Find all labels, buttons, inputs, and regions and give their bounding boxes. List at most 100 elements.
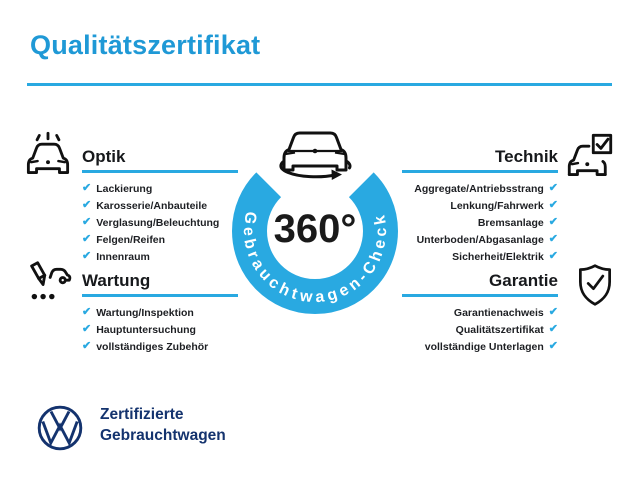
- checkbox-check: [595, 137, 610, 150]
- section-underline: [402, 294, 558, 297]
- checklist-item-label: Felgen/Reifen: [96, 233, 166, 246]
- check-icon: ✔: [548, 306, 558, 318]
- page-title: Qualitätszertifikat: [30, 30, 261, 60]
- checklist: Garantienachweis ✔ Qualitätszertifikat ✔ v…: [402, 304, 558, 355]
- shine-ray: [35, 134, 41, 142]
- check-icon: ✔: [548, 323, 558, 335]
- section-optik: Optik ✔ Lackierung ✔ Karosserie/Anbauteile…: [82, 146, 238, 265]
- car-rotate-icon: [279, 131, 352, 180]
- section-title: Technik: [495, 147, 558, 166]
- checklist-item: Qualitätszertifikat ✔: [402, 321, 558, 338]
- checklist-item-label: Verglasung/Beleuchtung: [96, 216, 220, 229]
- checklist: ✔ Wartung/Inspektion ✔ Hauptuntersuchung ✔…: [82, 304, 238, 355]
- pencil-checklist-icon: [30, 261, 72, 300]
- headlight-right: [334, 151, 345, 156]
- check-icon: ✔: [548, 340, 558, 352]
- checklist-item-label: Garantienachweis: [453, 306, 544, 319]
- checklist-item-label: vollständige Unterlagen: [424, 340, 544, 353]
- center-value: 360°: [274, 207, 357, 251]
- checklist-item: ✔ Lackierung: [82, 180, 238, 197]
- check-icon: ✔: [82, 306, 92, 318]
- checklist-item: vollständige Unterlagen ✔: [402, 338, 558, 355]
- dot: [40, 293, 46, 300]
- checklist-item: ✔ Felgen/Reifen: [82, 231, 238, 248]
- car-front-outline: [601, 160, 607, 176]
- pencil-tip: [37, 273, 47, 286]
- section-title: Wartung: [82, 271, 151, 290]
- title-underline: [27, 83, 612, 86]
- check-icon: ✔: [548, 233, 558, 245]
- headlight-left: [570, 161, 580, 166]
- check-icon: ✔: [82, 250, 92, 262]
- shield-outline: [579, 264, 611, 306]
- checklist-item: Garantienachweis ✔: [402, 304, 558, 321]
- car-side-outline: [48, 267, 72, 282]
- checklist-item-label: Karosserie/Anbauteile: [96, 199, 208, 212]
- section-garantie: Garantie Garantienachweis ✔ Qualitätszert…: [402, 270, 558, 355]
- section-underline: [82, 170, 238, 173]
- emblem-dot: [46, 160, 50, 165]
- footer-line2: Gebrauchtwagen: [100, 426, 226, 444]
- check-icon: ✔: [548, 199, 558, 211]
- shield-check: [586, 274, 605, 291]
- section-technik: Technik Aggregate/Antriebsstrang ✔ Lenkun…: [402, 146, 558, 265]
- check-icon: ✔: [82, 216, 92, 228]
- checklist-item: Unterboden/Abgasanlage ✔: [402, 231, 558, 248]
- rotate-arrow-head: [331, 169, 342, 180]
- section-underline: [402, 170, 558, 173]
- 360-check-badge: Gebrauchtwagen-Check 360°: [232, 131, 398, 315]
- checklist-item-label: Hauptuntersuchung: [96, 323, 196, 336]
- section-underline: [82, 294, 238, 297]
- checklist-item: ✔ Wartung/Inspektion: [82, 304, 238, 321]
- ring: [232, 172, 398, 315]
- check-icon: ✔: [82, 182, 92, 194]
- checklist-item: Bremsanlage ✔: [402, 214, 558, 231]
- car-checkbox-icon: [567, 133, 613, 176]
- car-front-outline: [26, 142, 70, 174]
- headlight-left: [29, 159, 39, 164]
- car-wheel: [58, 276, 67, 285]
- checklist-item: ✔ Karosserie/Anbauteile: [82, 197, 238, 214]
- footer-wordmark: Zertifizierte Gebrauchtwagen: [100, 405, 226, 446]
- headlight-left: [285, 151, 296, 156]
- checklist-item: ✔ Verglasung/Beleuchtung: [82, 214, 238, 231]
- checklist: ✔ Lackierung ✔ Karosserie/Anbauteile ✔ Verg…: [82, 180, 238, 265]
- checklist-item: Sicherheit/Elektrik ✔: [402, 248, 558, 265]
- section-title: Optik: [82, 147, 126, 166]
- check-icon: ✔: [82, 199, 92, 211]
- check-icon: ✔: [82, 340, 92, 352]
- checklist-item-label: Unterboden/Abgasanlage: [416, 233, 544, 246]
- vw-logo-icon: [37, 405, 83, 451]
- checklist-item-label: Lackierung: [96, 182, 153, 195]
- check-icon: ✔: [548, 250, 558, 262]
- check-icon: ✔: [548, 182, 558, 194]
- checklist-item-label: vollständiges Zubehör: [96, 340, 209, 353]
- dot: [49, 293, 55, 300]
- check-icon: ✔: [82, 233, 92, 245]
- checklist-item-label: Qualitätszertifikat: [455, 323, 544, 336]
- shield-check-icon: [579, 264, 611, 306]
- dot: [31, 293, 38, 300]
- shine-ray: [55, 134, 61, 142]
- vw-logo-circle: [37, 405, 83, 451]
- car-front-outline: [567, 169, 607, 176]
- section-title: Garantie: [489, 271, 558, 290]
- section-wartung: Wartung ✔ Wartung/Inspektion ✔ Hauptunters…: [82, 270, 238, 355]
- car-front-outline: [567, 144, 591, 176]
- headlight-right: [57, 159, 67, 164]
- emblem-dot: [585, 162, 590, 167]
- checklist-item: ✔ Innenraum: [82, 248, 238, 265]
- checklist-item-label: Aggregate/Antriebsstrang: [414, 182, 544, 195]
- checklist: Aggregate/Antriebsstrang ✔ Lenkung/Fahrwe…: [402, 180, 558, 265]
- checklist-item-label: Wartung/Inspektion: [96, 306, 194, 319]
- checklist-item: ✔ Hauptuntersuchung: [82, 321, 238, 338]
- checklist-item-label: Innenraum: [96, 250, 150, 263]
- checklist-item: ✔ vollständiges Zubehör: [82, 338, 238, 355]
- check-icon: ✔: [548, 216, 558, 228]
- checklist-item-label: Sicherheit/Elektrik: [452, 250, 544, 263]
- footer-line1: Zertifizierte: [100, 406, 184, 423]
- checklist-item: Aggregate/Antriebsstrang ✔: [402, 180, 558, 197]
- checklist-item-label: Lenkung/Fahrwerk: [450, 199, 544, 212]
- car-shine-icon: [26, 131, 70, 174]
